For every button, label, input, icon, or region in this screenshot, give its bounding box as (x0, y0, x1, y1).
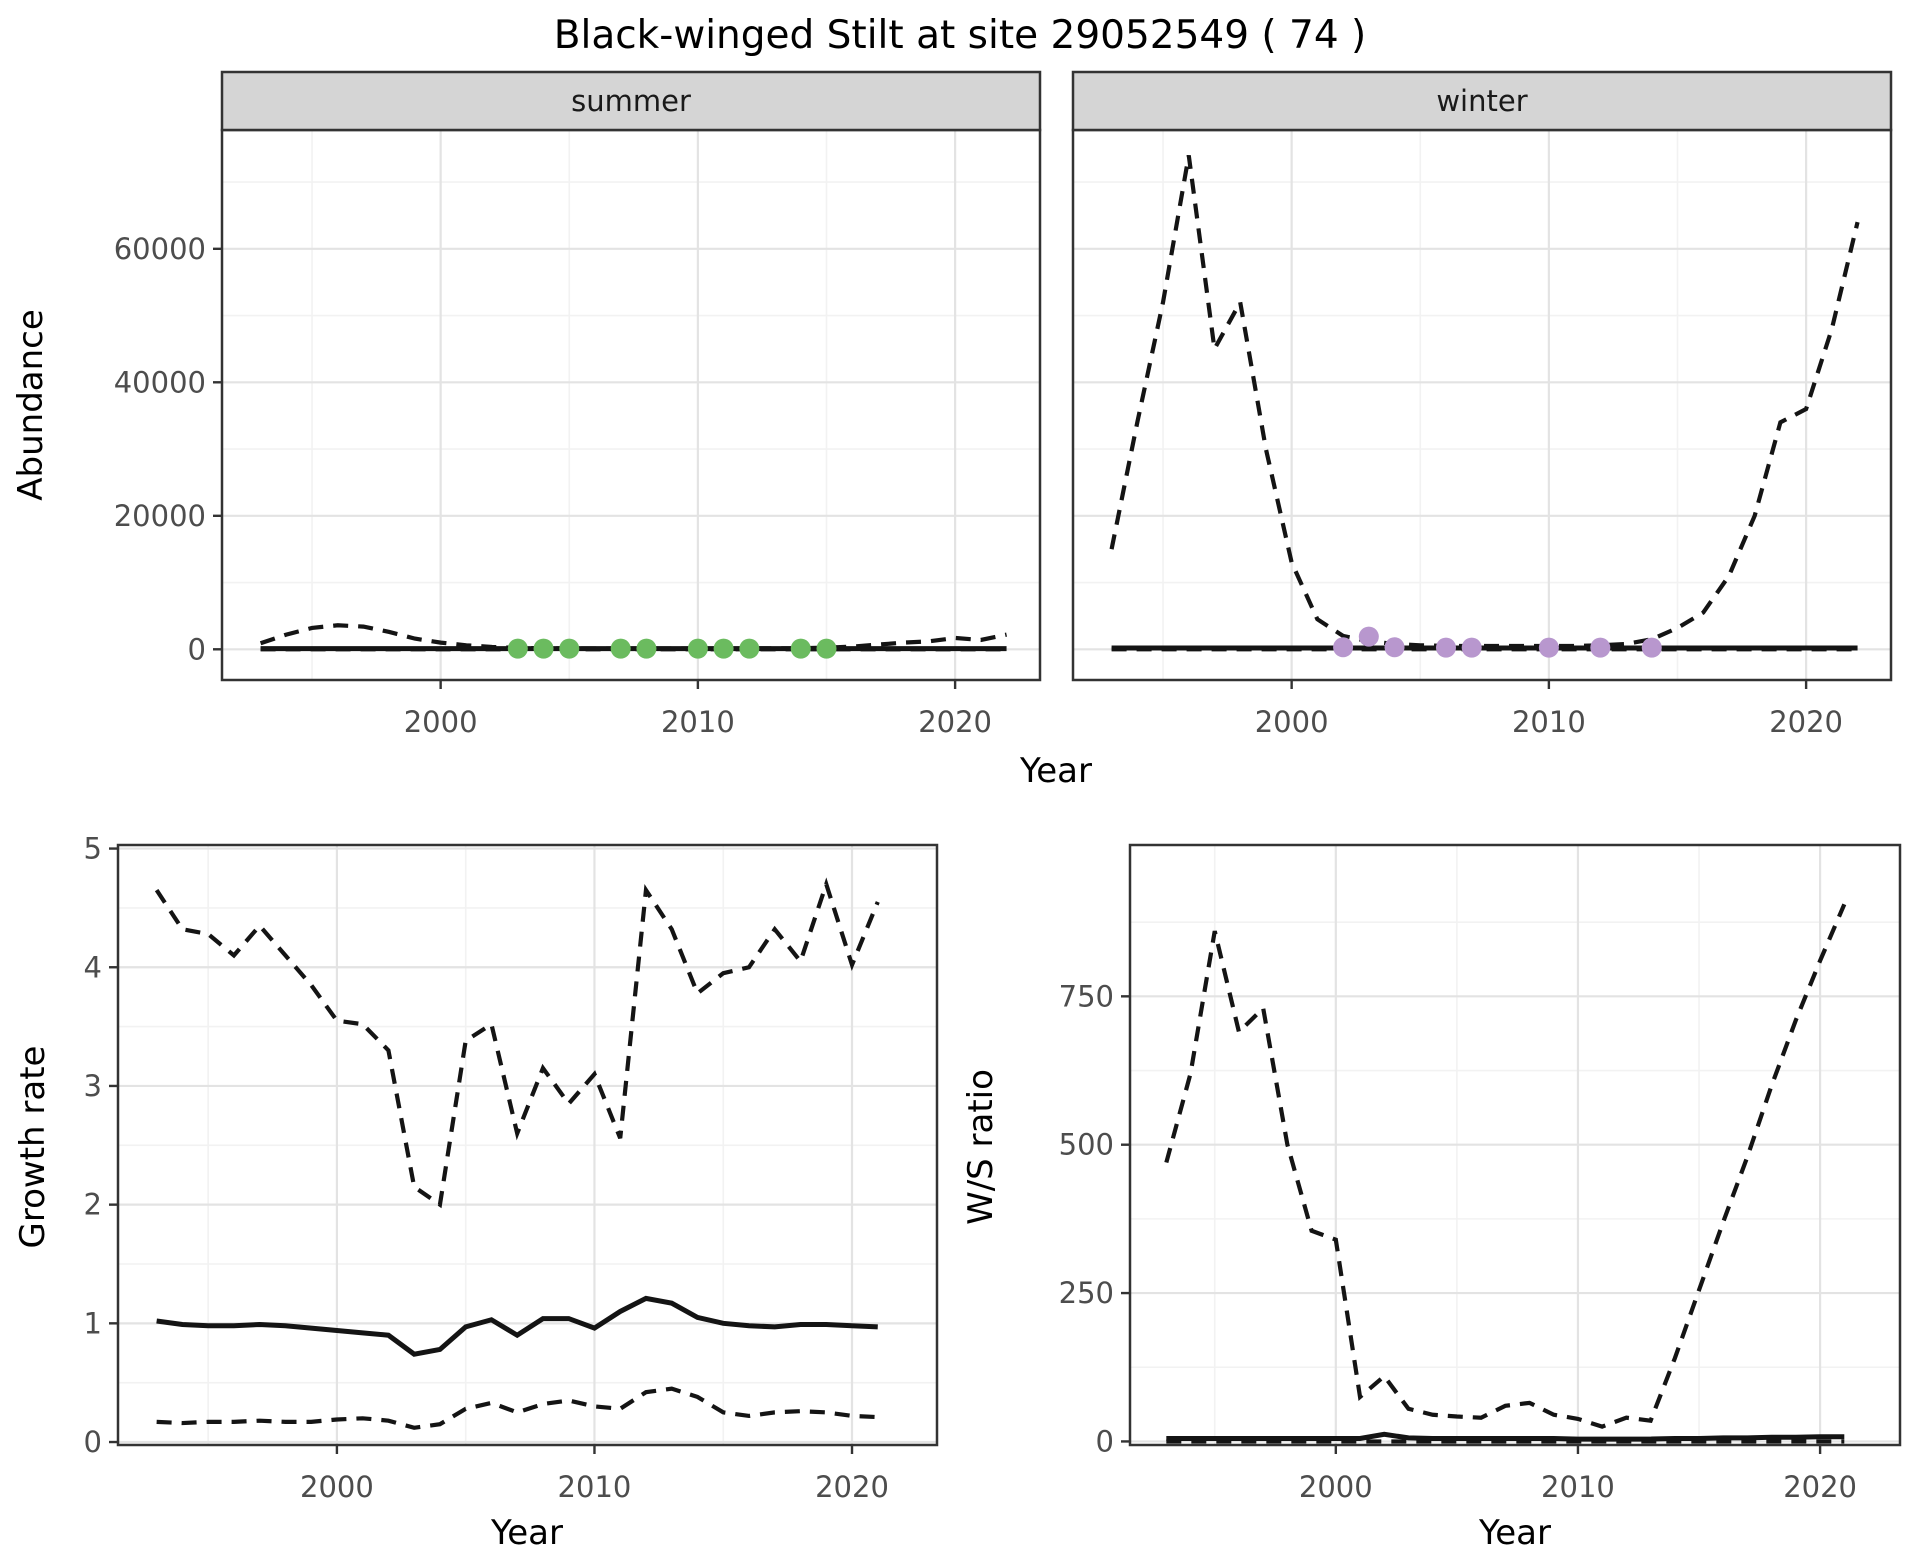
x-tick-label: 2000 (1255, 705, 1329, 739)
axis-title-growth-rate: Growth rate (13, 1046, 53, 1249)
axis-title-year-top: Year (1019, 751, 1092, 791)
y-tick-label: 3 (84, 1069, 102, 1103)
axis-title-ws-ratio: W/S ratio (961, 1069, 1001, 1225)
plot-title: Black-winged Stilt at site 29052549 ( 74… (554, 13, 1367, 58)
series-upper-ci-line (154, 877, 880, 1209)
observed-counts-point (1641, 637, 1662, 658)
y-tick-label: 20000 (114, 499, 206, 533)
facet-strip-label: winter (1436, 84, 1527, 118)
panel-abundance-summer: 2000 2010 2020 0 20000 40000 60000 summer (114, 70, 1042, 739)
observed-counts-point (790, 638, 811, 659)
x-tick-label: 2000 (404, 705, 478, 739)
series-estimate-line (1166, 1431, 1845, 1442)
observed-counts-point (1333, 637, 1354, 658)
panel-abundance-winter: 2000 2010 2020 winter (1071, 70, 1893, 739)
x-tick-label: 2010 (1541, 1470, 1615, 1504)
series-estimate-line (156, 1295, 878, 1357)
observed-counts-point (1435, 637, 1456, 658)
x-tick-label: 2010 (1512, 705, 1586, 739)
x-tick-label: 2020 (1783, 1470, 1857, 1504)
y-tick-label: 0 (84, 1425, 102, 1459)
observed-counts-point (816, 638, 837, 659)
axis-title-year-bottom-right: Year (1478, 1513, 1551, 1553)
y-tick-label: 250 (1059, 1276, 1114, 1310)
observed-counts-point (1384, 637, 1405, 658)
x-tick-label: 2020 (918, 705, 992, 739)
panel-ws-ratio: 2000 2010 2020 0 250 500 750 (1059, 843, 1902, 1504)
y-tick-label: 500 (1059, 1128, 1114, 1162)
y-tick-label: 2 (84, 1188, 102, 1222)
observed-counts-point (636, 638, 657, 659)
observed-counts-point (687, 638, 708, 659)
series-upper-ci-line (1164, 903, 1847, 1429)
y-tick-label: 1 (84, 1306, 102, 1340)
x-tick-label: 2020 (815, 1470, 889, 1504)
x-tick-label: 2010 (558, 1470, 632, 1504)
observed-counts-point (507, 638, 528, 659)
x-tick-label: 2000 (300, 1470, 374, 1504)
panel-border (116, 843, 939, 1447)
y-tick-label: 60000 (114, 232, 206, 266)
facet-strip (1071, 70, 1893, 132)
panel-background (222, 130, 1040, 680)
facet-strip-label: summer (571, 84, 691, 118)
panel-background (1073, 130, 1891, 680)
observed-counts-point (533, 638, 554, 659)
observed-counts-point (559, 638, 580, 659)
y-tick-label: 40000 (114, 365, 206, 399)
y-tick-label: 4 (84, 950, 102, 984)
observed-counts-point (1538, 637, 1559, 658)
observed-counts-point (713, 638, 734, 659)
observed-counts-point (739, 638, 760, 659)
axis-title-abundance: Abundance (11, 309, 51, 501)
panel-growth-rate: 2000 2010 2020 0 1 2 3 4 5 (84, 832, 939, 1504)
x-tick-label: 2000 (1299, 1470, 1373, 1504)
y-tick-label: 0 (188, 632, 206, 666)
observed-counts-point (1590, 637, 1611, 658)
y-tick-label: 5 (84, 832, 102, 866)
axis-title-year-bottom-left: Year (490, 1513, 563, 1553)
facet-strip (220, 70, 1042, 132)
y-tick-label: 0 (1096, 1424, 1114, 1458)
observed-counts-point (1358, 626, 1379, 647)
observed-counts-point (610, 638, 631, 659)
x-tick-label: 2010 (661, 705, 735, 739)
observed-counts-point (1461, 637, 1482, 658)
x-tick-label: 2020 (1769, 705, 1843, 739)
y-tick-label: 750 (1059, 979, 1114, 1013)
